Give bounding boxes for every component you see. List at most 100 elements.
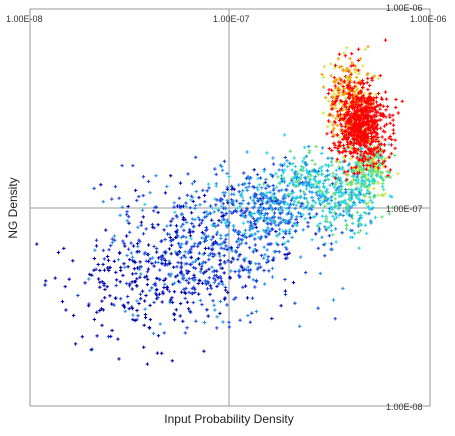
scatter-point: [189, 255, 193, 259]
scatter-point: [299, 214, 303, 219]
scatter-point: [188, 206, 192, 210]
scatter-point: [339, 191, 344, 195]
scatter-point: [143, 307, 147, 311]
scatter-point: [113, 185, 118, 189]
scatter-point: [297, 200, 302, 205]
scatter-point: [146, 252, 151, 257]
scatter-point: [171, 282, 175, 286]
scatter-point: [396, 111, 400, 115]
scatter-point: [325, 219, 329, 224]
scatter-point: [248, 320, 252, 324]
scatter-point: [286, 221, 290, 226]
scatter-point: [101, 262, 105, 267]
scatter-point: [393, 146, 397, 150]
scatter-point: [148, 317, 153, 322]
scatter-point: [323, 225, 327, 229]
scatter-point: [253, 195, 257, 199]
scatter-point: [272, 211, 277, 215]
scatter-point: [245, 268, 249, 272]
scatter-point: [274, 172, 278, 176]
scatter-point: [206, 314, 210, 318]
scatter-point: [95, 334, 99, 338]
scatter-point: [318, 179, 322, 183]
scatter-point: [337, 81, 341, 85]
scatter-point: [295, 220, 300, 225]
scatter-point: [241, 221, 246, 225]
scatter-point: [285, 247, 289, 251]
scatter-point: [376, 103, 380, 108]
scatter-point: [359, 175, 364, 180]
scatter-point: [376, 193, 380, 197]
scatter-point: [150, 225, 155, 229]
scatter-point: [202, 232, 206, 236]
scatter-point: [357, 97, 361, 101]
scatter-point: [331, 102, 335, 106]
scatter-point: [359, 149, 363, 154]
scatter-point: [211, 235, 215, 239]
scatter-point: [359, 137, 363, 141]
scatter-point: [285, 207, 289, 211]
scatter-point: [194, 189, 198, 194]
scatter-point: [365, 73, 369, 77]
scatter-point: [390, 195, 394, 199]
scatter-point: [357, 246, 361, 250]
scatter-point: [247, 260, 251, 264]
scatter-point: [351, 143, 355, 147]
scatter-point: [117, 357, 121, 361]
scatter-point: [154, 293, 159, 297]
scatter-point: [302, 156, 306, 160]
scatter-point: [347, 68, 351, 72]
scatter-point: [184, 286, 188, 291]
scatter-point: [335, 96, 339, 100]
scatter-point: [344, 223, 349, 227]
scatter-point: [391, 123, 396, 127]
scatter-point: [126, 247, 131, 251]
scatter-point: [192, 179, 197, 184]
scatter-point: [173, 210, 177, 214]
scatter-point: [184, 255, 188, 260]
scatter-point: [185, 220, 189, 225]
scatter-point: [249, 224, 253, 229]
scatter-point: [339, 78, 343, 82]
scatter-point: [172, 265, 176, 269]
scatter-point: [340, 165, 345, 170]
scatter-point: [351, 179, 355, 183]
scatter-point: [392, 131, 396, 136]
scatter-point: [337, 213, 341, 218]
scatter-point: [326, 119, 331, 123]
scatter-point: [271, 188, 276, 193]
scatter-point: [338, 140, 343, 145]
scatter-point: [333, 84, 337, 88]
scatter-point: [165, 285, 169, 290]
scatter-point: [346, 145, 350, 149]
scatter-point: [292, 171, 297, 175]
scatter-point: [360, 168, 364, 172]
scatter-point: [252, 211, 256, 216]
scatter-point: [272, 192, 277, 196]
scatter-point: [258, 237, 263, 241]
scatter-point: [179, 261, 183, 265]
scatter-point: [383, 165, 388, 169]
scatter-point: [98, 268, 102, 273]
scatter-point: [354, 168, 358, 172]
scatter-point: [355, 156, 359, 160]
scatter-point: [254, 309, 259, 314]
scatter-point: [320, 72, 324, 77]
scatter-point: [335, 123, 339, 128]
x-axis-title: Input Probability Density: [164, 412, 293, 426]
scatter-point: [169, 223, 173, 227]
scatter-point: [215, 230, 220, 234]
scatter-point: [327, 146, 332, 151]
scatter-point: [108, 265, 112, 270]
scatter-point: [282, 202, 287, 206]
scatter-point: [260, 201, 265, 206]
scatter-point: [370, 157, 374, 161]
scatter-point: [369, 137, 374, 141]
scatter-point: [159, 255, 164, 259]
scatter-point: [363, 47, 367, 52]
scatter-point: [343, 154, 348, 158]
scatter-point: [94, 267, 98, 271]
scatter-point: [179, 224, 183, 229]
scatter-point: [194, 203, 198, 208]
scatter-point: [309, 183, 314, 187]
